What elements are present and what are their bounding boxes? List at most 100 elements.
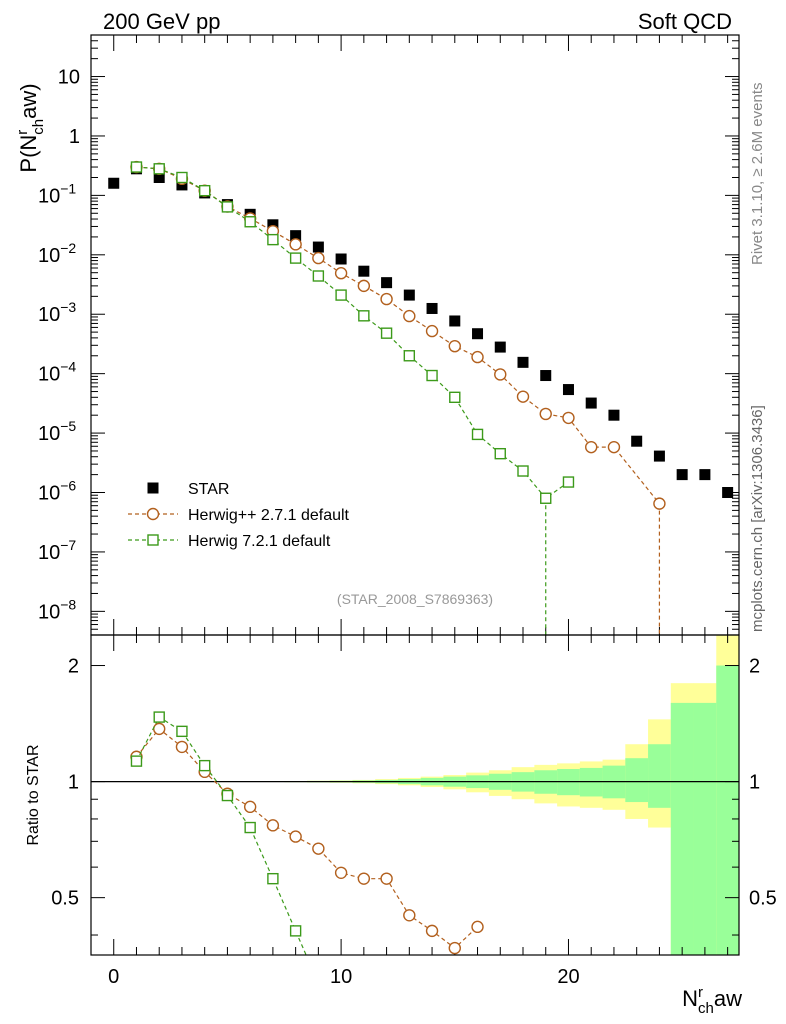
data-point [562, 411, 575, 425]
ratio-point [312, 842, 325, 855]
data-point [153, 163, 165, 175]
data-point [380, 327, 393, 339]
data-point [244, 216, 256, 228]
legend-marker [147, 534, 159, 546]
data-point [494, 341, 506, 353]
ratio-point [153, 711, 165, 723]
data-point [585, 440, 598, 454]
data-point [585, 397, 597, 409]
ratio-point [357, 872, 371, 885]
x-tick-label: 0 [108, 966, 119, 988]
data-point [426, 302, 438, 314]
header-right: Soft QCD [638, 9, 732, 34]
data-point [631, 435, 643, 447]
ratio-uncertainty-bands [102, 635, 739, 955]
data-point [608, 409, 620, 421]
data-point [517, 465, 529, 477]
y-tick-label: 10 [58, 67, 80, 89]
ratio-point [130, 755, 143, 767]
y-tick-label: 10−8 [38, 596, 76, 623]
ratio-point [289, 925, 302, 937]
data-point [221, 201, 234, 213]
data-point [289, 238, 302, 251]
ratio-point [198, 759, 211, 772]
ratio-point [380, 872, 393, 885]
data-point [267, 233, 279, 246]
ratio-point [403, 909, 416, 922]
ratio-point [267, 872, 279, 885]
data-point [540, 370, 552, 382]
x-tick-label: 20 [557, 966, 579, 988]
data-point [381, 277, 393, 289]
main-data-layer [108, 160, 734, 635]
data-point [562, 476, 575, 488]
data-point [176, 171, 188, 184]
data-point [699, 469, 711, 481]
svg-text:Nrchaw: Nr chaw [682, 984, 742, 1017]
ratio-series-line [136, 728, 478, 949]
data-point [198, 184, 211, 197]
data-point [358, 265, 370, 277]
y-tick-label: 10−7 [38, 537, 76, 564]
data-point [653, 497, 666, 510]
x-tick-label: 10 [330, 966, 352, 988]
data-point [403, 289, 415, 301]
data-point [516, 390, 530, 403]
analysis-tag: (STAR_2008_S7869363) [337, 591, 493, 607]
y-tick-label: 10−4 [38, 359, 76, 386]
data-point [448, 339, 461, 353]
data-point [289, 252, 302, 264]
y-tick-label: 10−2 [38, 240, 76, 267]
legend: STAR Herwig++ 2.7.1 default Herwig 7.2.1 d… [128, 481, 350, 550]
data-point [267, 219, 279, 231]
ratio-y-tick-label: 0.5 [51, 888, 79, 910]
legend-label: Herwig++ 2.7.1 default [188, 507, 350, 524]
data-point [472, 328, 484, 340]
ratio-series-line [135, 716, 307, 955]
data-point [403, 350, 416, 362]
ratio-point [425, 924, 439, 938]
band-stat [648, 744, 672, 808]
data-point [449, 391, 461, 404]
svg-text:P(Nrchaw): P(Nrchaw) [14, 83, 47, 172]
data-point [426, 369, 438, 382]
main-axes: 10−8 10−7 10−6 10−5 10−4 10−3 10−2 10−1 1 10 0 10 20 [38, 34, 739, 988]
data-point [334, 267, 348, 280]
data-point [358, 310, 370, 322]
data-point [312, 270, 325, 282]
data-point [153, 171, 165, 183]
main-y-axis-title: P(Nrchaw) [14, 83, 47, 172]
data-point [290, 230, 302, 242]
legend-marker [146, 507, 160, 521]
ratio-point [153, 722, 166, 736]
data-point [471, 428, 484, 441]
ratio-data-layer [130, 711, 484, 955]
data-point [403, 309, 416, 323]
data-point [653, 450, 665, 462]
ratio-point [221, 789, 234, 802]
data-point [312, 251, 325, 265]
data-point [607, 440, 621, 454]
band-stat [716, 665, 739, 955]
y-tick-label: 10−3 [38, 299, 76, 326]
ratio-frame [90, 634, 740, 956]
data-point [562, 384, 574, 396]
data-point [539, 407, 552, 421]
ratio-y-tick-label: 2 [68, 656, 79, 678]
band-stat [670, 702, 694, 955]
ratio-point [175, 740, 189, 754]
header-left: 200 GeV pp [103, 9, 220, 34]
data-point [380, 292, 393, 306]
data-point [108, 177, 120, 189]
data-point [335, 289, 347, 301]
y-tick-label: 10−1 [38, 180, 76, 207]
ratio-point [243, 800, 257, 814]
ratio-y-tick-label: 1 [68, 772, 79, 794]
rivet-label: Rivet 3.1.10, ≥ 2.6M events [749, 83, 766, 266]
ratio-point [266, 819, 280, 832]
data-point [471, 350, 484, 364]
data-point [517, 356, 529, 368]
band-stat [693, 702, 717, 955]
data-point [722, 487, 734, 499]
